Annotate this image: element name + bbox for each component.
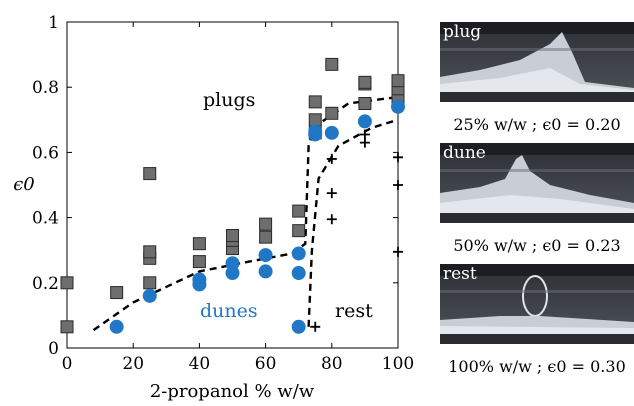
- plug-square-point: [292, 204, 306, 218]
- y-axis-title: ϵ0: [13, 174, 35, 195]
- photo-tag-plug: plug: [443, 22, 482, 42]
- x-axis-title: 2-propanol % w/w: [150, 381, 315, 402]
- rest-plus-point: [393, 180, 403, 190]
- plug-square-point: [110, 286, 124, 300]
- photo-tag-rest: rest: [443, 264, 477, 284]
- dune-circle-point: [291, 246, 306, 261]
- plug-square-point: [60, 320, 74, 334]
- plug-square-point: [143, 167, 157, 181]
- x-tick-label: 60: [255, 354, 277, 374]
- dune-circle-point: [225, 256, 240, 271]
- x-tick-label: 80: [321, 354, 343, 374]
- rest-plus-point: [310, 321, 321, 332]
- x-tick-label: 20: [122, 354, 144, 374]
- region-label-plugs: plugs: [203, 89, 255, 111]
- plug-square-point: [358, 97, 372, 110]
- x-tick-label: 40: [189, 354, 211, 374]
- plug-square-point: [192, 255, 206, 269]
- dune-circle-point: [109, 319, 124, 334]
- plug-square-point: [325, 57, 339, 71]
- plug-square-point: [259, 217, 273, 231]
- plug-square-point: [391, 74, 405, 88]
- rest-plus-point: [326, 188, 337, 199]
- rest-plus-point: [359, 129, 370, 140]
- caption-rest: 100% w/w ; ϵ0 = 0.30: [448, 357, 626, 376]
- rest-plus-point: [393, 152, 403, 163]
- dune-circle-point: [357, 114, 372, 129]
- plug-square-point: [358, 75, 372, 89]
- plug-square-point: [325, 106, 339, 120]
- chart: 0 20 40 60 80 100 0 0.2 0.4 0.6 0.8 1 plugs dunes r…: [13, 13, 414, 402]
- dune-circle-point: [291, 319, 306, 334]
- dune-circle-point: [391, 99, 405, 114]
- x-tick-label: 0: [62, 354, 73, 374]
- photo-rest: rest: [440, 264, 634, 344]
- y-tick-label: 0: [48, 339, 59, 359]
- x-tick-label: 100: [382, 354, 414, 374]
- y-tick-label: 0.6: [32, 143, 59, 163]
- plug-square-point: [308, 113, 322, 127]
- caption-plug: 25% w/w ; ϵ0 = 0.20: [453, 115, 621, 134]
- dune-circle-point: [258, 248, 273, 263]
- y-tick-label: 0.8: [32, 78, 59, 98]
- rest-plus-point: [326, 153, 337, 164]
- regime-boundary-line: [92, 95, 399, 332]
- plug-square-point: [308, 95, 322, 109]
- rest-plus-point: [326, 214, 337, 225]
- photo-plug: plug: [440, 22, 634, 102]
- plug-square-point: [192, 237, 206, 251]
- region-label-rest: rest: [335, 300, 373, 322]
- plug-square-point: [143, 245, 157, 259]
- plug-square-point: [226, 229, 239, 243]
- regime-boundary-line: [307, 118, 399, 327]
- photo-tag-dune: dune: [443, 143, 486, 163]
- y-tick-label: 0.4: [32, 209, 59, 229]
- plug-square-point: [259, 230, 273, 244]
- plug-square-point: [60, 276, 74, 290]
- dune-circle-point: [142, 288, 157, 303]
- caption-dune: 50% w/w ; ϵ0 = 0.23: [453, 236, 621, 255]
- rest-plus-point: [393, 246, 403, 257]
- plug-square-point: [143, 276, 157, 290]
- dune-circle-point: [308, 124, 323, 139]
- y-tick-label: 1: [48, 13, 59, 33]
- dune-circle-point: [291, 266, 306, 281]
- region-label-dunes: dunes: [200, 300, 258, 322]
- dune-circle-point: [258, 264, 273, 279]
- plug-square-point: [292, 224, 306, 238]
- dune-circle-point: [324, 125, 339, 140]
- dune-circle-point: [225, 266, 240, 281]
- y-tick-label: 0.2: [32, 274, 59, 294]
- photo-dune: dune: [440, 143, 634, 223]
- dune-circle-point: [192, 272, 207, 287]
